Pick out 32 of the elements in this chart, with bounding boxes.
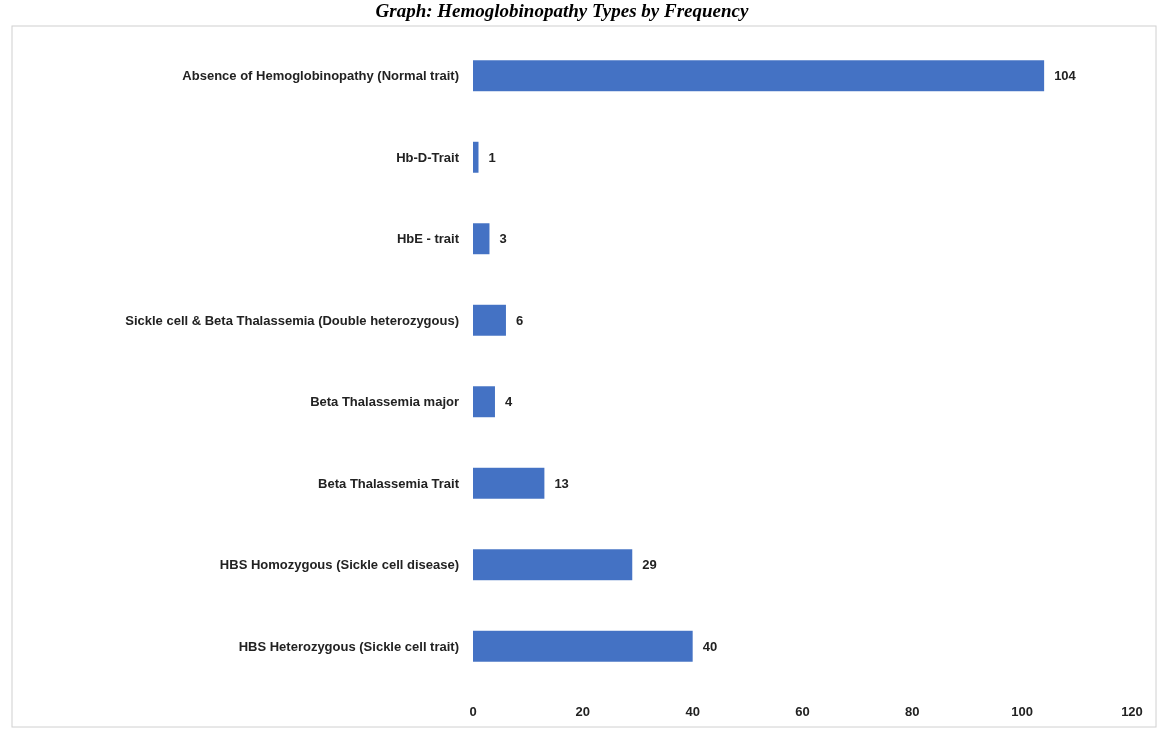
- x-tick-label: 100: [1011, 704, 1034, 719]
- data-label: 29: [642, 557, 657, 573]
- data-label: 40: [702, 638, 718, 654]
- x-tick-label: 80: [905, 704, 920, 719]
- y-tick-label: HbE - trait: [396, 231, 460, 247]
- x-tick-label: 60: [795, 704, 810, 719]
- chart-title: Graph: Hemoglobinopathy Types by Frequency: [375, 0, 750, 21]
- bar: [473, 549, 633, 581]
- data-label: 104: [1054, 68, 1077, 84]
- x-tick-label: 0: [469, 704, 477, 719]
- y-tick-label: Beta Thalassemia major: [310, 394, 459, 410]
- bar: [473, 630, 693, 662]
- x-tick-label: 40: [685, 704, 700, 719]
- bar: [473, 467, 545, 499]
- data-label: 6: [515, 312, 524, 328]
- data-label: 1: [488, 149, 496, 165]
- data-label: 4: [504, 394, 513, 410]
- y-tick-label: HBS Heterozygous (Sickle cell trait): [238, 638, 459, 654]
- y-tick-label: Hb-D-Trait: [396, 149, 460, 165]
- bar: [473, 223, 490, 255]
- x-tick-label: 120: [1121, 704, 1143, 719]
- y-tick-label: Beta Thalassemia Trait: [318, 475, 460, 491]
- data-label: 3: [499, 231, 507, 247]
- y-tick-label: Absence of Hemoglobinopathy (Normal trait): [182, 68, 459, 84]
- bar: [473, 386, 495, 418]
- bar: [473, 304, 506, 336]
- y-tick-label: Sickle cell & Beta Thalassemia (Double heterozygous): [125, 312, 459, 328]
- y-tick-label: HBS Homozygous (Sickle cell disease): [219, 557, 459, 573]
- bar: [473, 60, 1045, 92]
- x-tick-label: 20: [575, 704, 591, 719]
- data-label: 13: [554, 475, 569, 491]
- bar: [473, 141, 479, 173]
